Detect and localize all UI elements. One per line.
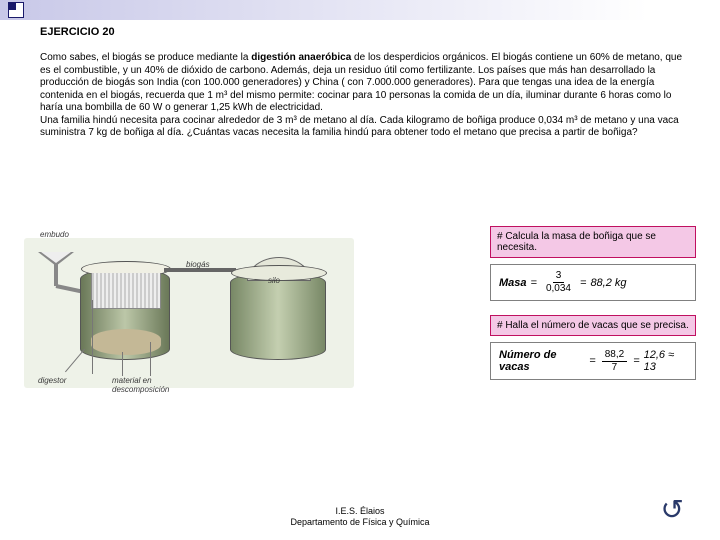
silo-cylinder: [230, 272, 326, 360]
footer: I.E.S. Élaios Departamento de Física y Q…: [0, 506, 720, 528]
f2-lhs: Número de vacas: [499, 349, 585, 373]
biogas-diagram: embudo digestor material en descomposici…: [20, 230, 360, 400]
bullet-square-icon: [8, 2, 24, 18]
footer-line1: I.E.S. Élaios: [0, 506, 720, 517]
back-arrow-icon[interactable]: ↺: [661, 493, 684, 526]
exercise-title: EJERCICIO 20: [40, 26, 692, 38]
f1-result: 88,2 kg: [590, 277, 626, 289]
label-material2: descomposición: [112, 385, 169, 394]
body-bold: digestión anaeróbica: [251, 52, 351, 63]
label-material: material en: [112, 376, 152, 385]
step1-box: # Calcula la masa de boñiga que se neces…: [490, 226, 696, 258]
formula2-box: Número de vacas = 88,2 7 = 12,6 ≈ 13: [490, 342, 696, 380]
exercise-body: Como sabes, el biogás se produce mediant…: [40, 52, 692, 140]
formula1-box: Masa = 3 0,034 = 88,2 kg: [490, 264, 696, 301]
f1-lhs: Masa: [499, 277, 527, 289]
body-line2: Una familia hindú necesita para cocinar …: [40, 115, 679, 139]
label-digestor: digestor: [38, 376, 66, 385]
label-embudo: embudo: [40, 230, 69, 239]
f2-result: 12,6 ≈ 13: [644, 349, 687, 373]
label-silo: silo: [268, 276, 280, 285]
slide-top-bar: [0, 0, 720, 20]
funnel-shape: [38, 252, 74, 257]
footer-line2: Departamento de Física y Química: [0, 517, 720, 528]
f1-fraction: 3 0,034: [543, 271, 574, 294]
digestor-cylinder: [80, 268, 170, 360]
label-biogas: biogás: [186, 260, 210, 269]
content-area: EJERCICIO 20 Como sabes, el biogás se pr…: [40, 26, 692, 140]
body-pre: Como sabes, el biogás se produce mediant…: [40, 52, 251, 63]
solution-column: # Calcula la masa de boñiga que se neces…: [490, 226, 696, 394]
step2-box: # Halla el número de vacas que se precis…: [490, 315, 696, 336]
f2-fraction: 88,2 7: [602, 350, 627, 373]
